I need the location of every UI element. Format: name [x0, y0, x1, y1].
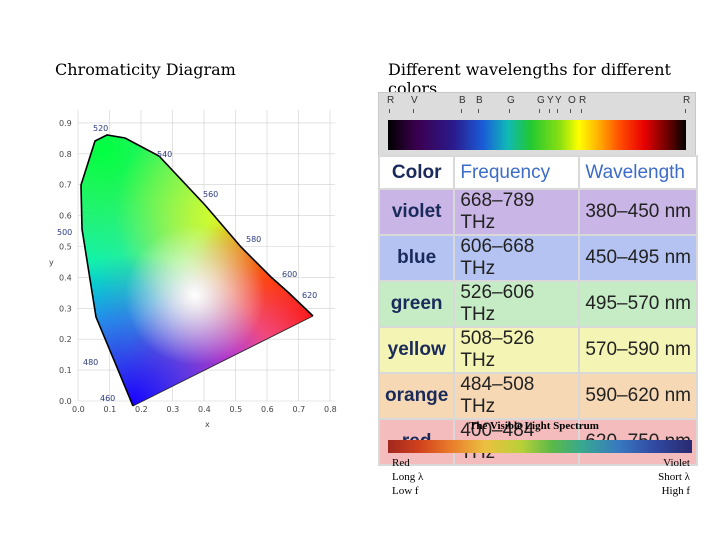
spectrum-gradient-bar	[388, 120, 686, 150]
y-tick-label: 0.1	[59, 366, 72, 375]
color-name-cell: green	[377, 280, 456, 328]
spectrum-letter: Y	[547, 95, 554, 113]
spectrum-tick	[478, 109, 479, 113]
spectrum-tick	[581, 109, 582, 113]
wavelength-label: 460	[100, 394, 115, 403]
spectrum-letter: O	[568, 95, 576, 113]
y-axis-label: y	[49, 258, 54, 267]
chromaticity-title: Chromaticity Diagram	[55, 60, 236, 79]
wavelength-label: 620	[302, 291, 317, 300]
spectrum-letter: V	[411, 95, 418, 113]
x-tick-label: 0.3	[167, 405, 180, 414]
red-label: Red	[392, 457, 410, 469]
frequency-cell: 526–606 THz	[453, 280, 581, 328]
spectrum-tick	[539, 109, 540, 113]
color-name-cell: yellow	[377, 326, 456, 374]
table-row: green 526–606 THz 495–570 nm	[377, 280, 699, 328]
chromaticity-diagram: 0.0 0.1 0.2 0.3 0.4 0.5 0.6 0.7 0.8 0.0 0.1 0.2 0.3 0…	[49, 110, 337, 429]
spectrum-letter: B	[476, 95, 483, 113]
spectrum-letter: G	[507, 95, 515, 113]
table-row: orange 484–508 THz 590–620 nm	[377, 372, 699, 420]
high-frequency-label: High f	[661, 485, 690, 497]
y-tick-label: 0.7	[59, 181, 72, 190]
y-tick-label: 0.9	[59, 119, 72, 128]
table-row: violet 668–789 THz 380–450 nm	[377, 188, 699, 236]
x-tick-label: 0.1	[104, 405, 117, 414]
spectrum-tick	[557, 109, 558, 113]
y-tick-label: 0.3	[59, 304, 72, 313]
x-tick-label: 0.2	[135, 405, 148, 414]
violet-label: Violet	[663, 457, 690, 469]
x-tick-label: 0.8	[324, 405, 337, 414]
color-table: Color Frequency Wavelength violet 668–789 TH…	[377, 155, 699, 466]
visible-light-title: The Visible Light Spectrum	[469, 420, 599, 432]
spectrum-letter: Y	[555, 95, 562, 113]
frequency-cell: 508–526 THz	[453, 326, 581, 374]
low-frequency-label: Low f	[392, 485, 419, 497]
x-tick-label: 0.4	[198, 405, 211, 414]
frequency-cell: 606–668 THz	[453, 234, 581, 282]
spectrum-tick	[413, 109, 414, 113]
y-tick-label: 0.6	[59, 212, 72, 221]
wavelength-label: 540	[157, 150, 172, 159]
table-header-cell: Frequency	[453, 155, 581, 190]
table-row: blue 606–668 THz 450–495 nm	[377, 234, 699, 282]
visible-light-right-labels: Violet Short λ High f	[640, 456, 690, 498]
wavelength-label: 520	[93, 124, 108, 133]
spectrum-tick	[389, 109, 390, 113]
spectrum-letter: R	[579, 95, 586, 113]
wavelength-cell: 380–450 nm	[578, 188, 699, 236]
wavelength-label: 500	[57, 228, 72, 237]
y-tick-label: 0.2	[59, 335, 72, 344]
spectrum-tick	[461, 109, 462, 113]
spectrum-letter: B	[459, 95, 466, 113]
wavelength-label: 600	[282, 270, 297, 279]
y-tick-label: 0.0	[59, 397, 72, 406]
y-tick-label: 0.8	[59, 150, 72, 159]
x-tick-label: 0.5	[230, 405, 243, 414]
wavelength-label: 480	[83, 358, 98, 367]
short-wavelength-label: Short λ	[658, 471, 690, 483]
x-tick-label: 0.0	[72, 405, 85, 414]
frequency-cell: 484–508 THz	[453, 372, 581, 420]
wavelength-label: 560	[203, 190, 218, 199]
spectrum-tick	[509, 109, 510, 113]
table-header-cell: Color	[377, 155, 456, 190]
wavelength-label: 580	[246, 235, 261, 244]
spectrum-letter: R	[683, 95, 690, 113]
wavelength-cell: 495–570 nm	[578, 280, 699, 328]
spectrum-tick	[549, 109, 550, 113]
spectrum-tick	[685, 109, 686, 113]
y-tick-label: 0.4	[59, 273, 72, 282]
color-name-cell: blue	[377, 234, 456, 282]
wavelength-cell: 590–620 nm	[578, 372, 699, 420]
x-tick-label: 0.6	[261, 405, 274, 414]
long-wavelength-label: Long λ	[392, 471, 424, 483]
table-header-row: Color Frequency Wavelength	[377, 155, 699, 190]
spectrum-tick	[570, 109, 571, 113]
spectrum-letter: G	[537, 95, 545, 113]
visible-light-left-labels: Red Long λ Low f	[392, 456, 423, 498]
frequency-cell: 668–789 THz	[453, 188, 581, 236]
table-row: yellow 508–526 THz 570–590 nm	[377, 326, 699, 374]
color-name-cell: violet	[377, 188, 456, 236]
color-name-cell: orange	[377, 372, 456, 420]
table-header-cell: Wavelength	[578, 155, 699, 190]
wavelength-cell: 450–495 nm	[578, 234, 699, 282]
wavelength-cell: 570–590 nm	[578, 326, 699, 374]
visible-light-bar	[388, 440, 692, 453]
spectrum-letter: R	[387, 95, 394, 113]
y-tick-label: 0.5	[59, 243, 72, 252]
x-tick-label: 0.7	[293, 405, 306, 414]
x-axis-label: x	[205, 420, 210, 429]
